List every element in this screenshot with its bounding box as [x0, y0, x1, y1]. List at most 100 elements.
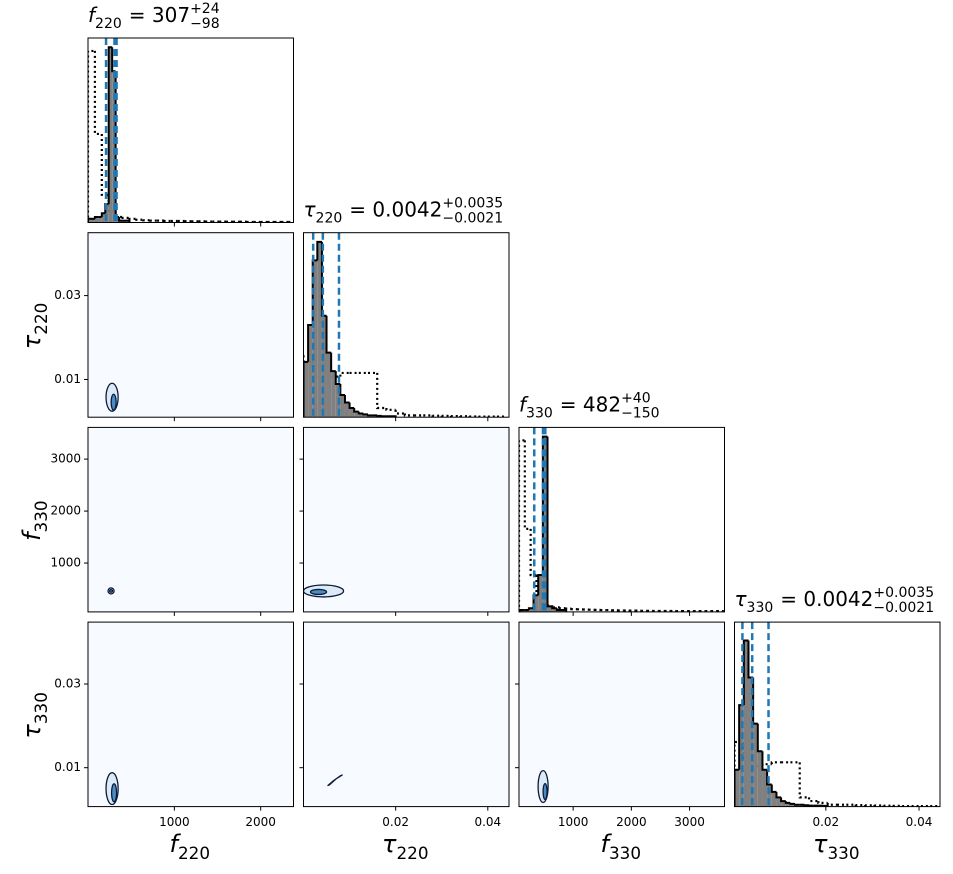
contour [108, 589, 114, 593]
panel-frame [303, 232, 510, 418]
title-text: = 0.0042 [349, 198, 442, 222]
prior-step [121, 216, 130, 219]
panel [734, 622, 940, 807]
x-tick-label: 0.02 [382, 815, 409, 829]
axis-subscript: 220 [178, 843, 210, 863]
posterior-bar [308, 324, 313, 418]
x-tick-label: 1000 [558, 815, 589, 829]
posterior-bar [303, 361, 309, 418]
prior-step [93, 50, 102, 136]
x-tick-label: 2000 [245, 815, 276, 829]
panel-frame [518, 426, 725, 613]
panel-background [519, 622, 725, 807]
posterior-bar [542, 436, 548, 612]
posterior-bar [317, 241, 322, 418]
title-text: = 307 [129, 3, 190, 27]
prior-step [128, 217, 137, 220]
y-tick-label: 3000 [50, 452, 81, 466]
panel-frame [87, 621, 294, 808]
prior-step [339, 371, 350, 377]
posterior-bar [98, 216, 102, 223]
axis-subscript: 220 [31, 303, 51, 335]
posterior-edge [330, 352, 336, 373]
superscript: +0.0035 [442, 196, 503, 212]
y-tick-label: 0.01 [54, 760, 81, 774]
posterior-bar [785, 802, 791, 807]
posterior-bar [331, 371, 336, 418]
posterior-bar [321, 315, 327, 418]
contour [110, 783, 118, 803]
panel-title: τ 330 = 0.0042 +0.0035−0.0021 [735, 585, 935, 616]
panel-background [303, 622, 509, 807]
posterior-edge [761, 751, 768, 771]
axis-subscript: 330 [609, 843, 641, 863]
subscript: −0.0021 [873, 600, 934, 616]
x-axis-label: f 220 [170, 830, 210, 863]
posterior-edge [775, 791, 782, 799]
posterior-bar [533, 595, 539, 612]
prior-step [817, 801, 828, 805]
title-subscript: 220 [95, 16, 122, 32]
posterior-edge [794, 803, 800, 806]
axis-subscript: 330 [31, 692, 51, 724]
prior-step [519, 439, 525, 612]
contour [327, 774, 343, 787]
axis-symbol: τ [18, 334, 46, 349]
posterior-edge [362, 413, 369, 416]
posterior-bar [101, 213, 106, 223]
posterior-bar [88, 218, 92, 223]
posterior-bar [94, 216, 99, 223]
contour [542, 782, 548, 801]
superscript: +40 [621, 390, 651, 406]
prior-step [807, 797, 819, 803]
prior-step [394, 409, 405, 415]
panel-frame [303, 621, 510, 808]
posterior-edge [376, 414, 382, 417]
posterior-bar [112, 71, 116, 223]
posterior-edge [561, 609, 568, 612]
prior-step [376, 372, 387, 410]
panel [88, 38, 294, 223]
panel-frame [303, 426, 510, 613]
panel [303, 622, 509, 807]
panel-title: f 330 = 482 +40−150 [519, 390, 660, 421]
posterior-edge [766, 769, 772, 786]
posterior-edge [307, 323, 313, 362]
panel [303, 427, 509, 612]
x-tick-label: 1000 [159, 815, 190, 829]
posterior-edge [780, 797, 786, 803]
title-subscript: 330 [526, 405, 553, 421]
y-tick-label: 2000 [50, 504, 81, 518]
posterior-edge [339, 383, 345, 397]
posterior-bar [762, 769, 768, 807]
posterior-edge [100, 212, 106, 217]
posterior-edge [303, 360, 309, 418]
posterior-bar [790, 803, 796, 807]
posterior-bar [753, 723, 758, 807]
posterior-bar [363, 414, 369, 418]
prior-step [403, 413, 415, 417]
title-symbol: f [88, 3, 98, 27]
x-axis-label: τ 220 [382, 830, 428, 863]
prior-step [558, 607, 566, 610]
panel [303, 232, 508, 418]
posterior-edge [357, 411, 364, 415]
panel-frame [734, 621, 941, 808]
posterior-bar [91, 218, 95, 223]
title-symbol: τ [735, 587, 748, 611]
prior-step [135, 218, 144, 221]
panel-title: f 220 = 307 +24−98 [88, 1, 220, 32]
posterior-bar [340, 395, 345, 418]
posterior-bar [326, 352, 332, 418]
posterior-edge [752, 677, 758, 725]
posterior-edge [519, 609, 525, 612]
posterior-bar [349, 407, 355, 418]
subscript: −0.0021 [442, 211, 503, 227]
x-tick-label: 0.02 [812, 815, 839, 829]
posterior-bar [528, 608, 534, 612]
prior-step [552, 606, 560, 609]
y-tick-label: 0.01 [54, 372, 81, 386]
